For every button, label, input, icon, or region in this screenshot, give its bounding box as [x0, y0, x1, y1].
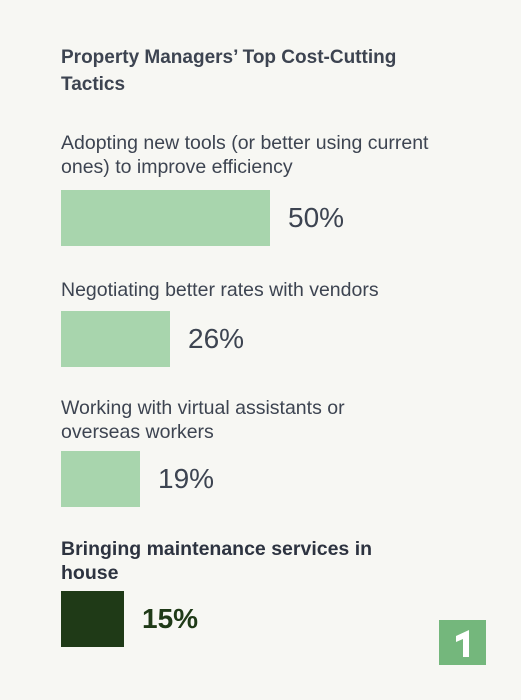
bar-row: 15%: [61, 591, 391, 647]
bar-row: 26%: [61, 311, 481, 367]
bar: [61, 451, 140, 507]
bar-row: 50%: [61, 190, 481, 246]
bar-group-virtual-assistants: Working with virtual assistants or overs…: [61, 396, 406, 507]
bar-group-vendors: Negotiating better rates with vendors 26…: [61, 278, 481, 367]
chart-title: Property Managers’ Top Cost-Cutting Tact…: [61, 47, 397, 95]
category-label: Negotiating better rates with vendors: [61, 279, 379, 301]
value-label: 19%: [158, 463, 215, 494]
category-label: Working with virtual assistants or overs…: [61, 397, 345, 443]
value-label: 26%: [188, 323, 245, 354]
category-label: Bringing maintenance services in house: [61, 538, 373, 584]
bar-row: 19%: [61, 451, 406, 507]
bar-group-maintenance: Bringing maintenance services in house 1…: [61, 537, 391, 647]
bar-group-tools: Adopting new tools (or better using curr…: [61, 131, 481, 246]
value-label: 50%: [288, 202, 345, 233]
brand-logo-glyph: [456, 630, 469, 657]
category-label: Adopting new tools (or better using curr…: [61, 132, 429, 178]
value-label: 15%: [142, 603, 199, 634]
bar: [61, 591, 124, 647]
brand-logo-icon: [439, 620, 486, 665]
bar: [61, 311, 170, 367]
bar: [61, 190, 270, 246]
